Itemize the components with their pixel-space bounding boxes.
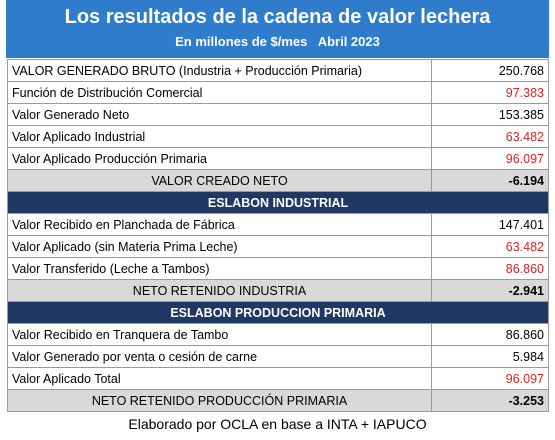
row: Valor Aplicado Industrial 63.482 xyxy=(7,125,549,148)
row-value: 147.401 xyxy=(431,213,549,236)
row-label: VALOR GENERADO BRUTO (Industria + Produc… xyxy=(7,59,432,82)
subtotal-row: VALOR CREADO NETO -6.194 xyxy=(7,169,549,192)
row-value: 86.860 xyxy=(431,257,549,280)
row: Valor Aplicado Total 96.097 xyxy=(7,367,549,390)
row-value: -2.941 xyxy=(431,279,549,302)
row: Función de Distribución Comercial 97.383 xyxy=(7,81,549,104)
row: Valor Recibido en Planchada de Fábrica 14… xyxy=(7,213,549,236)
row-label: Valor Transferido (Leche a Tambos) xyxy=(7,257,432,280)
row-label: Valor Recibido en Tranquera de Tambo xyxy=(7,323,432,346)
row-value: 5.984 xyxy=(431,345,549,368)
row: VALOR GENERADO BRUTO (Industria + Produc… xyxy=(7,59,549,82)
subtotal-row: NETO RETENIDO INDUSTRIA -2.941 xyxy=(7,279,549,302)
results-table: VALOR GENERADO BRUTO (Industria + Produc… xyxy=(7,59,549,412)
row-label: NETO RETENIDO INDUSTRIA xyxy=(7,279,432,302)
row: Valor Recibido en Tranquera de Tambo 86.8… xyxy=(7,323,549,346)
footer: Elaborado por OCLA en base a INTA + IAPU… xyxy=(128,416,427,432)
row-label: VALOR CREADO NETO xyxy=(7,169,432,192)
row-label: Valor Generado por venta o cesión de car… xyxy=(7,345,432,368)
row-value: 96.097 xyxy=(431,367,549,390)
row-value: 63.482 xyxy=(431,235,549,258)
header: Los resultados de la cadena de valor lec… xyxy=(6,0,549,58)
row-value: 250.768 xyxy=(431,59,549,82)
section-row: ESLABON INDUSTRIAL xyxy=(7,191,549,214)
row-label: Valor Aplicado Producción Primaria xyxy=(7,147,432,170)
row-value: 63.482 xyxy=(431,125,549,148)
row-value: 97.383 xyxy=(431,81,549,104)
row-value: 96.097 xyxy=(431,147,549,170)
section-label: ESLABON INDUSTRIAL xyxy=(7,191,549,214)
row-label: Valor Aplicado Industrial xyxy=(7,125,432,148)
section-row: ESLABON PRODUCCION PRIMARIA xyxy=(7,301,549,324)
section-label: ESLABON PRODUCCION PRIMARIA xyxy=(7,301,549,324)
row-value: 86.860 xyxy=(431,323,549,346)
row: Valor Generado por venta o cesión de car… xyxy=(7,345,549,368)
subtitle: En millones de $/mes Abril 2023 xyxy=(175,34,380,49)
row: Valor Aplicado (sin Materia Prima Leche)… xyxy=(7,235,549,258)
row-value: -6.194 xyxy=(431,169,549,192)
title: Los resultados de la cadena de valor lec… xyxy=(64,6,491,28)
row-value: -3.253 xyxy=(431,389,549,412)
row-label: Función de Distribución Comercial xyxy=(7,81,432,104)
row-label: Valor Generado Neto xyxy=(7,103,432,126)
row-label: Valor Recibido en Planchada de Fábrica xyxy=(7,213,432,236)
row: Valor Generado Neto 153.385 xyxy=(7,103,549,126)
row-label: Valor Aplicado Total xyxy=(7,367,432,390)
row: Valor Transferido (Leche a Tambos) 86.860 xyxy=(7,257,549,280)
row-value: 153.385 xyxy=(431,103,549,126)
row: Valor Aplicado Producción Primaria 96.097 xyxy=(7,147,549,170)
row-label: NETO RETENIDO PRODUCCIÓN PRIMARIA xyxy=(7,389,432,412)
row-label: Valor Aplicado (sin Materia Prima Leche) xyxy=(7,235,432,258)
subtotal-row: NETO RETENIDO PRODUCCIÓN PRIMARIA -3.253 xyxy=(7,389,549,412)
